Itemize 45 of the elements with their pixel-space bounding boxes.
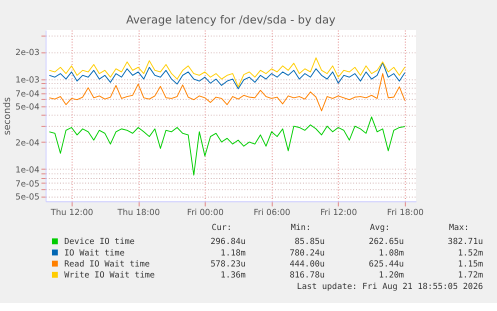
text: 1.52m — [458, 247, 484, 258]
text: 1.18m — [220, 247, 246, 258]
text: 780.24u — [290, 247, 325, 258]
text: 1.08m — [378, 247, 404, 258]
text: 85.85u — [294, 236, 325, 246]
legend-label: Write IO Wait time — [64, 270, 155, 280]
y-axis-title: seconds — [2, 96, 13, 136]
y-tick-label: 5e-05 — [15, 192, 40, 202]
text: 1.15m — [458, 258, 484, 268]
text: 444.00u — [290, 258, 325, 268]
x-tick-label: Thu 18:00 — [116, 206, 160, 217]
y-tick-label: 7e-05 — [15, 178, 40, 188]
x-tick-label: Fri 06:00 — [254, 206, 290, 217]
text: 1.72m — [458, 270, 484, 280]
line-series — [48, 116, 406, 176]
y-tick-label: 1e-03 — [15, 74, 40, 84]
legend-label: Device IO time — [64, 236, 135, 246]
x-tick-label: Fri 12:00 — [320, 206, 358, 217]
text: 382.71u — [448, 236, 484, 246]
text: 816.78u — [290, 270, 325, 280]
text: Min: — [290, 222, 311, 232]
text: Last update: Fri Aug 21 18:55:05 2026 — [296, 280, 484, 291]
line-series — [48, 73, 406, 112]
text: 262.65u — [368, 236, 404, 246]
line-series — [48, 62, 406, 90]
legend-label: Read IO Wait time — [64, 258, 150, 268]
text: 1.20m — [378, 270, 404, 280]
text: Max: — [448, 222, 470, 232]
x-tick-label: Thu 12:00 — [50, 206, 94, 217]
text: 296.84u — [210, 236, 246, 246]
text: Cur: — [212, 222, 232, 232]
y-tick-label: 7e-04 — [15, 88, 40, 98]
y-tick-label: 5e-04 — [15, 101, 40, 112]
legend-label: IO Wait time — [64, 247, 125, 258]
line-series — [48, 57, 406, 88]
text: 625.44u — [368, 258, 404, 268]
text: Avg: — [370, 222, 390, 232]
y-tick-label: 1e-04 — [15, 164, 40, 174]
x-tick-label: Fri 18:00 — [387, 206, 424, 217]
text: 578.23u — [210, 258, 246, 268]
y-tick-label: 2e-04 — [15, 137, 40, 148]
y-tick-label: 2e-03 — [15, 47, 40, 58]
chart-title: Average latency for /dev/sda - by day — [126, 14, 336, 27]
text: 1.36m — [220, 270, 246, 280]
x-tick-label: Fri 00:00 — [186, 206, 224, 217]
